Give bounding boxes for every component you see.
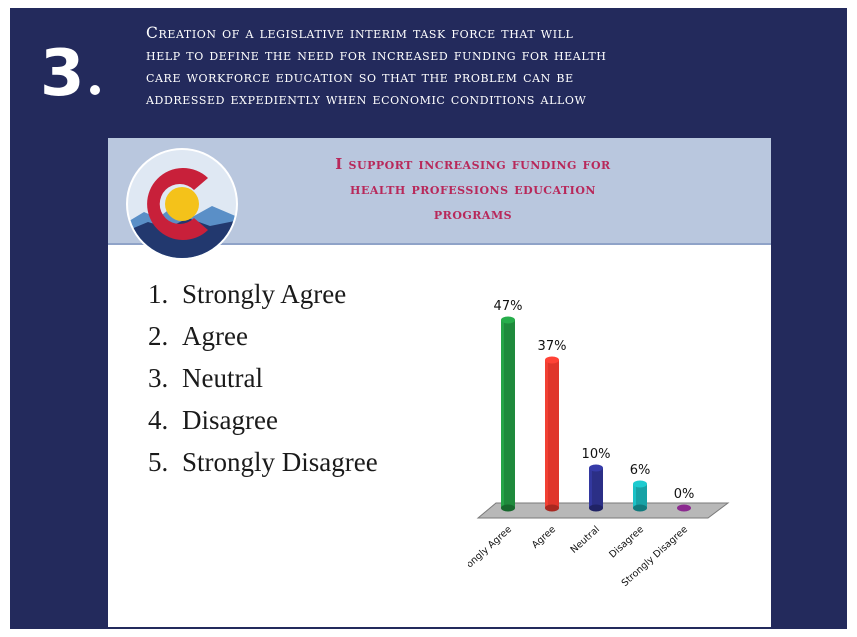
chart-value-label: 6%: [630, 463, 651, 478]
poll-title-line: programs: [433, 205, 513, 223]
chart-bar-top: [633, 480, 647, 488]
answer-option: 1. Strongly Agree: [148, 279, 347, 309]
chart-bar-top: [589, 464, 603, 472]
poll-title-line: health professions education: [350, 180, 596, 198]
chart-category-label: Strongly Agree: [468, 524, 514, 579]
answer-option: 4. Disagree: [148, 405, 278, 435]
chart-floor: [476, 502, 730, 519]
chart-value-label: 47%: [494, 299, 523, 314]
answer-option: 2. Agree: [148, 321, 248, 351]
chart-category-label: Disagree: [607, 524, 646, 560]
poll-results-chart: 47% Strongly Agree 37% Agree 10% Neutral 6% Dis…: [468, 299, 730, 589]
answer-options: 1. Strongly Agree 2. Agree 3. Neutral 4. Dis…: [148, 273, 378, 483]
chart-value-label: 0%: [674, 487, 695, 502]
chart-bar-highlight: [633, 484, 636, 508]
embedded-poll-slide: I support increasing funding for health …: [108, 138, 771, 627]
chart-bar-highlight: [501, 320, 504, 508]
headline: Creation of a legislative interim task f…: [146, 22, 846, 110]
chart-bar: [589, 468, 603, 508]
poll-title-line: I support increasing funding for: [335, 155, 611, 173]
chart-bar-base: [501, 504, 515, 512]
chart-bar: [633, 484, 647, 508]
headline-line: care workforce education so that the pro…: [146, 68, 574, 86]
chart-bar-base: [589, 504, 603, 512]
chart-bar: [545, 360, 559, 508]
chart-category-label: Neutral: [569, 524, 602, 556]
poll-title: I support increasing funding for health …: [258, 152, 688, 227]
poll-header: I support increasing funding for health …: [108, 138, 771, 260]
chart-bar-highlight: [545, 360, 548, 508]
answer-option: 3. Neutral: [148, 363, 263, 393]
chart-bar-top: [545, 356, 559, 364]
chart-bar-top: [501, 316, 515, 324]
chart-bar-base: [633, 504, 647, 512]
chart-bar: [501, 320, 515, 508]
chart-bar-base: [545, 504, 559, 512]
chart-value-label: 37%: [538, 339, 567, 354]
chart-category-label: Agree: [530, 524, 558, 551]
chart-bar-disc: [677, 504, 691, 512]
headline-line: help to define the need for increased fu…: [146, 46, 607, 64]
answer-option: 5. Strongly Disagree: [148, 447, 378, 477]
colorado-logo: [126, 148, 238, 260]
item-number: 3: [40, 42, 100, 106]
chart-bar-highlight: [589, 468, 592, 508]
slide-background: 3 Creation of a legislative interim task…: [10, 8, 847, 629]
headline-line: addressed expediently when economic cond…: [146, 90, 587, 108]
headline-line: Creation of a legislative interim task f…: [146, 24, 574, 42]
chart-value-label: 10%: [582, 447, 611, 462]
item-number-dot: [89, 85, 100, 95]
